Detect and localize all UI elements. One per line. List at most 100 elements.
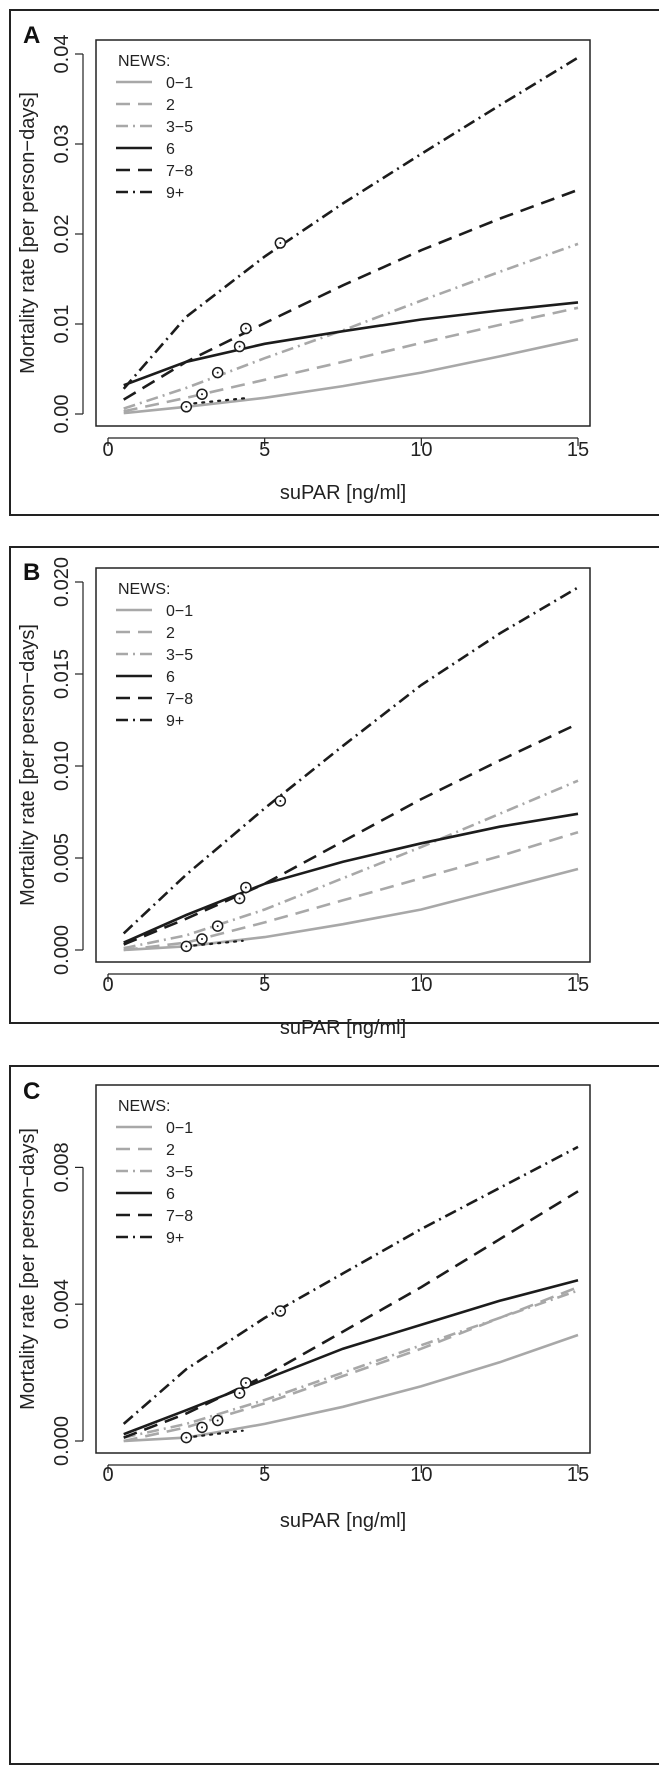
series-line-2 <box>123 1289 579 1439</box>
series-marker-dot-0 <box>185 1436 188 1439</box>
legend-label-5: 9+ <box>166 185 184 202</box>
legend-label-4: 7−8 <box>166 1208 193 1225</box>
y-tick-label: 0.000 <box>51 1416 73 1466</box>
legend-label-0: 0−1 <box>166 75 193 92</box>
series-marker-dot-2 <box>216 1419 219 1422</box>
x-tick-label: 5 <box>259 439 270 461</box>
legend-label-3: 6 <box>166 669 175 686</box>
y-tick-label: 0.008 <box>51 1142 73 1192</box>
legend-label-2: 3−5 <box>166 119 193 136</box>
series-line-2 <box>123 242 579 410</box>
y-axis-title: Mortality rate [per person−days] <box>17 624 39 906</box>
series-line-4 <box>123 722 579 946</box>
legend-label-1: 2 <box>166 1142 175 1159</box>
series-line-0 <box>123 867 579 952</box>
y-tick-label: 0.000 <box>51 925 73 975</box>
legend-label-3: 6 <box>166 141 175 158</box>
x-tick-label: 10 <box>410 439 432 461</box>
series-marker-dot-0 <box>185 945 188 948</box>
chart-panel-b: B 0 5 10 15 0.000 0.005 0.010 0.015 0.020 suPAR [n… <box>9 546 659 1039</box>
series-marker-dot-5 <box>279 1310 282 1313</box>
dotted-segment <box>185 939 244 948</box>
y-tick-label: 0.005 <box>51 833 73 883</box>
y-axis-title: Mortality rate [per person−days] <box>17 1128 39 1410</box>
legend-title: NEWS: <box>118 53 170 70</box>
series-line-3 <box>123 812 579 944</box>
series-line-5 <box>122 56 579 390</box>
series-line-0 <box>123 338 579 415</box>
x-tick-label: 10 <box>410 1464 432 1486</box>
x-tick-label: 15 <box>567 1464 589 1486</box>
plot-frame <box>95 1084 591 1454</box>
y-tick-label: 0.015 <box>51 649 73 699</box>
series-marker-dot-2 <box>216 925 219 928</box>
x-tick-label: 15 <box>567 974 589 996</box>
dotted-segment <box>185 1429 244 1439</box>
plot-frame <box>95 39 591 427</box>
series-line-1 <box>123 306 579 413</box>
y-tick-label: 0.03 <box>51 125 73 164</box>
x-tick-label: 5 <box>259 1464 270 1486</box>
legend-label-4: 7−8 <box>166 691 193 708</box>
chart-svg-c: C 0 5 10 15 0.000 0.004 0.008 suPAR [ng/ml] Morta… <box>17 1078 591 1532</box>
chart-svg-a: A 0 5 10 15 0.00 0.01 0.02 0.03 0.04 suPAR [ng/ml]… <box>17 22 591 504</box>
panel-letter: C <box>23 1078 40 1105</box>
series-marker-dot-4 <box>238 1392 241 1395</box>
y-tick-label: 0.02 <box>51 215 73 254</box>
x-tick-label: 0 <box>102 974 113 996</box>
y-tick-label: 0.01 <box>51 305 73 344</box>
x-tick-label: 0 <box>102 1464 113 1486</box>
y-tick-label: 0.020 <box>51 557 73 607</box>
legend-label-0: 0−1 <box>166 1120 193 1137</box>
plot-frame <box>95 567 591 963</box>
x-axis-title: suPAR [ng/ml] <box>280 1510 406 1532</box>
y-tick-label: 0.04 <box>51 35 73 74</box>
y-tick-label: 0.004 <box>51 1279 73 1329</box>
y-tick-label: 0.00 <box>51 395 73 434</box>
y-tick-label: 0.010 <box>51 741 73 791</box>
legend-label-1: 2 <box>166 97 175 114</box>
x-tick-label: 0 <box>102 439 113 461</box>
legend-label-1: 2 <box>166 625 175 642</box>
series-marker-dot-0 <box>185 405 188 408</box>
chart-svg-b: B 0 5 10 15 0.000 0.005 0.010 0.015 0.020 suPAR [n… <box>17 557 591 1039</box>
series-marker-dot-4 <box>244 327 247 330</box>
series-line-4 <box>123 188 579 401</box>
series-marker-dot-1 <box>201 393 203 396</box>
legend-label-4: 7−8 <box>166 163 193 180</box>
series-marker-dot-1 <box>201 1426 203 1429</box>
series-marker-dot-2 <box>216 371 219 374</box>
x-axis-title: suPAR [ng/ml] <box>280 482 406 504</box>
y-axis-title: Mortality rate [per person−days] <box>17 92 39 374</box>
series-line-3 <box>123 1279 579 1436</box>
legend-label-2: 3−5 <box>166 1164 193 1181</box>
legend-label-2: 3−5 <box>166 647 193 664</box>
series-line-1 <box>123 830 579 952</box>
legend-title: NEWS: <box>118 1098 170 1115</box>
dotted-segment <box>185 396 251 406</box>
series-line-5 <box>122 586 579 935</box>
x-tick-label: 5 <box>259 974 270 996</box>
series-line-4 <box>123 1190 579 1439</box>
legend-label-3: 6 <box>166 1186 175 1203</box>
x-tick-label: 15 <box>567 439 589 461</box>
series-marker-dot-4 <box>238 897 241 900</box>
legend-label-5: 9+ <box>166 713 184 730</box>
series-marker-dot-3 <box>244 1381 247 1384</box>
series-marker-dot-5 <box>279 799 282 802</box>
series-marker-dot-3 <box>244 886 247 889</box>
series-marker-dot-5 <box>279 242 282 244</box>
series-line-3 <box>123 301 579 387</box>
legend-label-0: 0−1 <box>166 603 193 620</box>
x-axis-title: suPAR [ng/ml] <box>280 1017 406 1039</box>
chart-panel-c: C 0 5 10 15 0.000 0.004 0.008 suPAR [ng/ml] Morta… <box>9 1065 659 1765</box>
panel-letter: B <box>23 559 40 586</box>
series-marker-dot-3 <box>238 345 241 348</box>
series-line-5 <box>122 1145 579 1425</box>
chart-panel-a: A 0 5 10 15 0.00 0.01 0.02 0.03 0.04 suPAR [ng/ml]… <box>9 9 659 516</box>
legend-title: NEWS: <box>118 581 170 598</box>
legend-label-5: 9+ <box>166 1230 184 1247</box>
panel-letter: A <box>23 22 40 49</box>
x-tick-label: 10 <box>410 974 432 996</box>
series-marker-dot-1 <box>201 937 203 940</box>
